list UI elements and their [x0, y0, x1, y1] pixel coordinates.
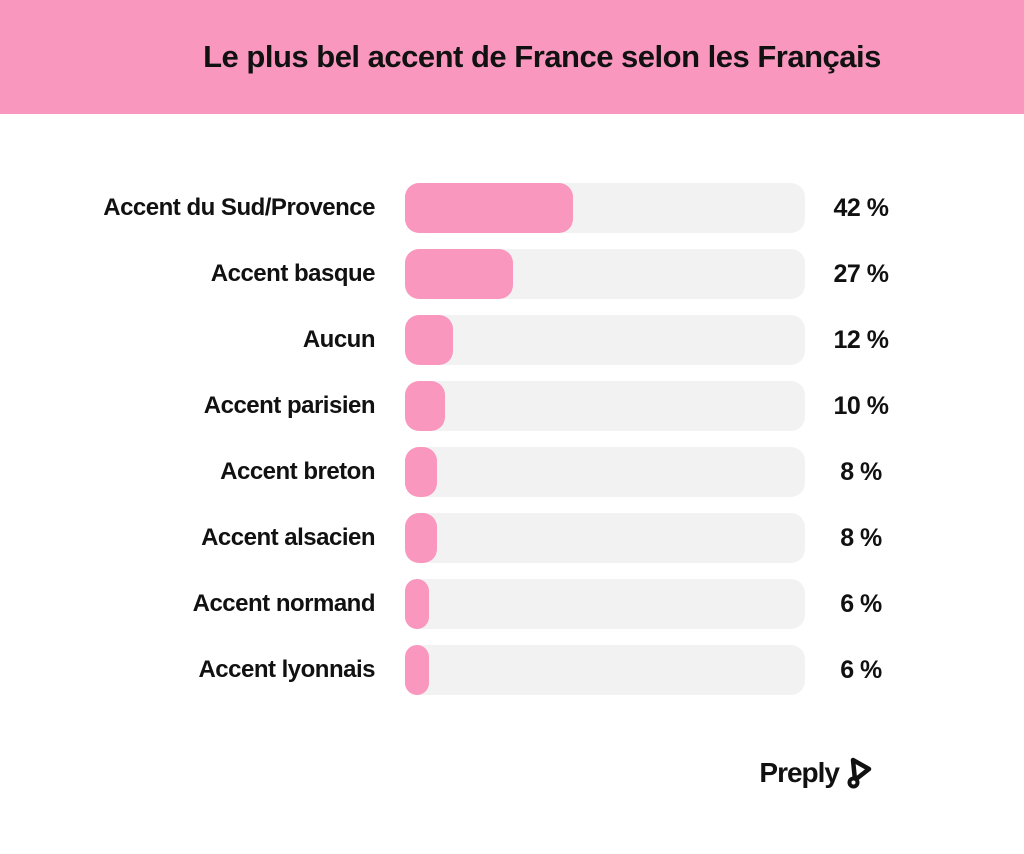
bar-track	[405, 381, 805, 431]
bar-fill	[405, 645, 429, 695]
chart-row: Accent normand 6 %	[0, 579, 1024, 629]
chart-row: Accent basque 27 %	[0, 249, 1024, 299]
preply-logo: Preply	[759, 755, 876, 791]
bar-track	[405, 579, 805, 629]
bar-track	[405, 645, 805, 695]
row-value: 12 %	[833, 325, 889, 354]
row-label: Accent normand	[192, 590, 376, 617]
row-label: Accent parisien	[203, 392, 376, 419]
footer: Preply	[0, 755, 1024, 791]
bar-track	[405, 183, 805, 233]
bar-fill	[405, 183, 573, 233]
row-value: 8 %	[840, 523, 882, 552]
row-value: 27 %	[833, 259, 889, 288]
chart-row: Accent breton 8 %	[0, 447, 1024, 497]
row-label: Accent alsacien	[201, 524, 375, 551]
bar-track	[405, 513, 805, 563]
row-label: Accent basque	[210, 260, 376, 287]
row-value: 10 %	[833, 391, 889, 420]
row-label: Accent lyonnais	[198, 656, 375, 683]
page-title: Le plus bel accent de France selon les F…	[203, 39, 881, 74]
bar-chart: Accent du Sud/Provence 42 % Accent basque 2…	[0, 183, 1024, 695]
bar-fill	[405, 579, 429, 629]
bar-fill	[405, 513, 437, 563]
row-label: Accent breton	[220, 458, 375, 485]
bar-fill	[405, 381, 445, 431]
brand-name: Preply	[759, 757, 840, 788]
row-label: Accent du Sud/Provence	[103, 194, 375, 221]
row-value: 6 %	[840, 589, 882, 618]
row-value: 8 %	[840, 457, 882, 486]
bar-fill	[405, 315, 453, 365]
bar-track	[405, 447, 805, 497]
chart-row: Accent du Sud/Provence 42 %	[0, 183, 1024, 233]
preply-play-mark-icon	[844, 755, 876, 791]
bar-track	[405, 249, 805, 299]
bar-fill	[405, 249, 513, 299]
bar-fill	[405, 447, 437, 497]
chart-row: Accent alsacien 8 %	[0, 513, 1024, 563]
row-value: 42 %	[833, 193, 889, 222]
header-banner: Le plus bel accent de France selon les F…	[0, 0, 1024, 114]
chart-row: Accent lyonnais 6 %	[0, 645, 1024, 695]
chart-row: Aucun 12 %	[0, 315, 1024, 365]
chart-row: Accent parisien 10 %	[0, 381, 1024, 431]
row-value: 6 %	[840, 655, 882, 684]
row-label: Aucun	[302, 326, 376, 353]
bar-track	[405, 315, 805, 365]
